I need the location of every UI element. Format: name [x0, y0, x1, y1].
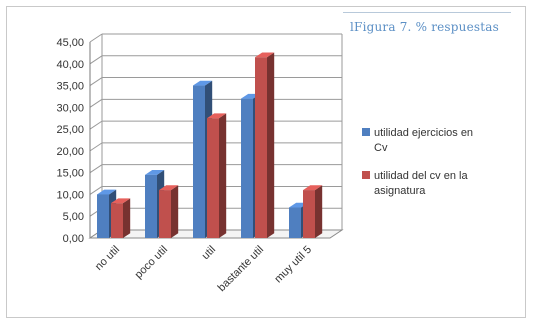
gridline-side	[89, 55, 103, 65]
gridline-side	[89, 186, 103, 195]
x-category-label: poco util	[133, 244, 170, 281]
x-category-label: util	[200, 244, 218, 262]
legend-label: utilidad del cv en la asignatura	[374, 170, 468, 197]
y-tick-label: 5,00	[63, 211, 84, 223]
bar	[207, 118, 219, 238]
y-tick-label: 45,00	[56, 37, 84, 49]
gridline-side	[89, 120, 103, 130]
bar-top	[159, 185, 179, 191]
bar-top	[145, 170, 165, 175]
figure-caption: lFigura 7. % respuestas	[350, 20, 499, 34]
legend-swatch	[362, 171, 370, 179]
bar-side	[123, 198, 131, 238]
y-tick-label: 25,00	[56, 124, 84, 136]
gridline-side	[89, 164, 103, 174]
y-tick-label: 40,00	[56, 59, 84, 71]
y-axis-ticks: 0,00 5,00 10,00 15,00 20,00 25,00 30,00 35,00 40…	[56, 37, 84, 245]
y-tick-label: 15,00	[56, 168, 84, 180]
bar-side	[315, 185, 323, 238]
bar-top	[193, 80, 213, 86]
gridline-side	[89, 142, 103, 152]
bar	[241, 98, 253, 238]
x-category-label: muy util 5	[272, 244, 314, 286]
bar-side	[219, 113, 227, 238]
gridline-side	[89, 98, 103, 108]
bar-top	[207, 113, 227, 119]
y-tick-label: 30,00	[56, 102, 84, 114]
bar-top	[255, 52, 275, 58]
legend-label: utilidad ejercicios en Cv	[374, 127, 473, 154]
bar	[255, 57, 267, 238]
bar-top	[303, 185, 323, 191]
gridline-side	[89, 77, 103, 86]
y-tick-label: 10,00	[56, 189, 84, 201]
y-tick-label: 0,00	[63, 233, 84, 245]
bar	[111, 203, 123, 238]
legend-swatch	[362, 128, 370, 136]
x-category-label: bastante util	[216, 244, 266, 294]
bar	[289, 207, 301, 238]
bar	[193, 85, 205, 238]
gridline-side	[89, 33, 103, 43]
bar-top	[97, 189, 117, 195]
y-tick-label: 20,00	[56, 146, 84, 158]
y-tick-label: 35,00	[56, 81, 84, 93]
caption-rule	[343, 12, 511, 13]
bar-side	[171, 185, 179, 238]
bar	[303, 190, 315, 238]
legend: utilidad ejercicios en Cv utilidad del cv …	[362, 127, 473, 197]
bar-side	[267, 52, 275, 238]
bar-top	[111, 198, 131, 204]
x-category-label: no util	[93, 244, 122, 273]
bar	[145, 174, 157, 238]
bars	[97, 52, 323, 238]
bar	[97, 194, 109, 238]
bar	[159, 190, 171, 238]
